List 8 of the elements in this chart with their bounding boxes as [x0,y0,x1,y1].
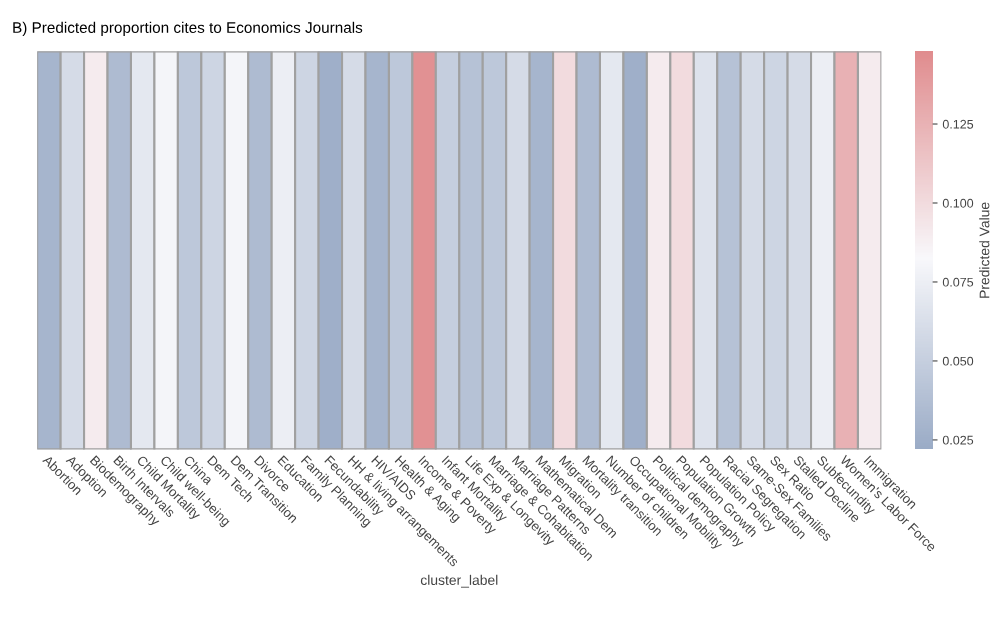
color-bar-label: 0.100 [942,198,974,208]
color-bar-title: Predicted Value [979,202,990,298]
color-bar-label: 0.025 [942,435,974,445]
x-axis-title: cluster_label [420,574,498,588]
color-bar-label: 0.125 [942,119,974,129]
color-bar-label: 0.075 [942,277,974,287]
chart-title: B) Predicted proportion cites to Economics Journals [13,21,363,37]
color-bar-label: 0.050 [942,356,974,366]
